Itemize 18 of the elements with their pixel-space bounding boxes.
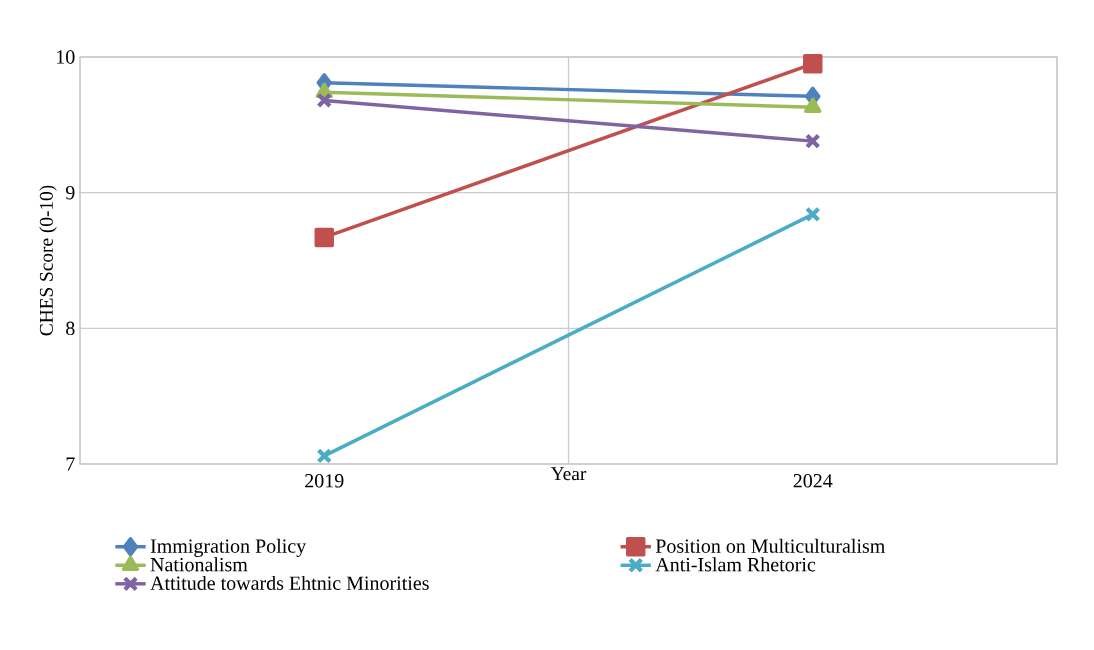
y-tick-label: 10 [57, 50, 75, 64]
legend-label: Anti-Islam Rhetoric [655, 557, 816, 572]
point [803, 54, 823, 74]
y-tick-label: 8 [66, 321, 75, 336]
point [314, 227, 334, 248]
y-tick-label: 9 [65, 185, 75, 200]
y-tick-label: 7 [66, 457, 75, 471]
x-tick-label: 2024 [793, 474, 833, 488]
x-tick-label: 2019 [305, 474, 344, 488]
point [804, 133, 821, 149]
legend-label: Position on Multiculturalism [655, 538, 886, 553]
legend-label: Immigration Policy [150, 538, 307, 557]
x-axis-title: Year [550, 467, 587, 481]
point [804, 206, 821, 223]
legend-label: Nationalism [150, 557, 248, 572]
legend-label: Attitude towards Ehtnic Minorities [150, 575, 429, 590]
y-axis-title: CHES Score (0-10) [39, 185, 57, 336]
point [316, 448, 333, 464]
